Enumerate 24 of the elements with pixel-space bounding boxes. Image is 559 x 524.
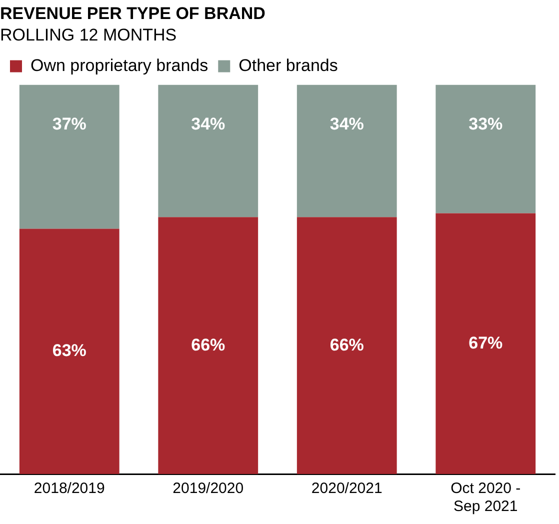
x-tick-label: Oct 2020 - Sep 2021: [450, 480, 521, 516]
data-label: 37%: [52, 114, 86, 134]
bar: [19, 228, 120, 474]
data-label: 34%: [191, 114, 226, 134]
x-tick-label: 2018/2019: [34, 480, 105, 498]
legend-label: Other brands: [238, 56, 338, 75]
bar: [296, 217, 397, 474]
bar: [158, 84, 258, 218]
bar: [436, 84, 536, 214]
bar: [436, 213, 536, 474]
bar: [158, 217, 258, 474]
x-tick-label: 2019/2020: [172, 480, 244, 498]
data-label: 63%: [52, 341, 86, 360]
bar: [296, 84, 397, 218]
x-tick-label: 2020/2021: [311, 480, 382, 498]
chart-subtitle: ROLLING 12 MONTHS: [0, 25, 177, 44]
data-label: 66%: [191, 335, 226, 354]
data-label: 67%: [468, 333, 503, 352]
chart-title: REVENUE PER TYPE OF BRAND: [0, 4, 266, 23]
data-label: 33%: [468, 114, 503, 134]
data-label: 34%: [330, 114, 364, 134]
legend-label: Own proprietary brands: [30, 56, 208, 75]
data-label: 66%: [330, 335, 364, 354]
bar: [19, 84, 120, 229]
